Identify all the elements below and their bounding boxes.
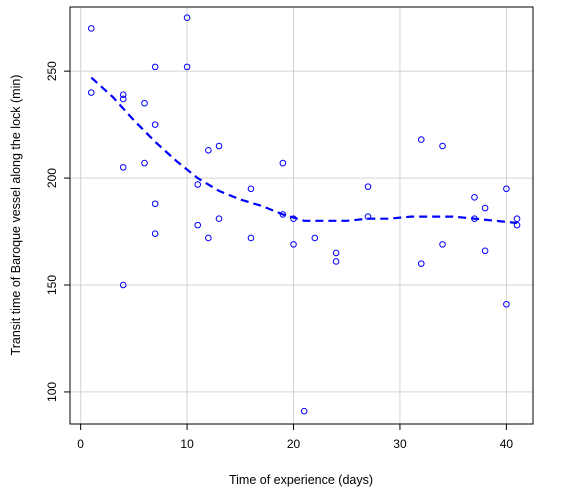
data-point [215,142,223,150]
data-point [279,159,287,167]
data-point [417,260,425,267]
data-point [247,234,255,242]
data-point [87,25,95,32]
data-point [183,14,191,21]
data-point [332,249,340,257]
data-point [513,221,521,229]
data-point [481,204,489,212]
y-axis-label: Transit time of Baroque vessel along the… [9,75,23,356]
data-point [205,146,212,154]
data-point [119,281,127,289]
data-point [311,234,319,242]
data-point [119,91,127,98]
smooth-line-path [90,76,518,225]
grid-lines [70,7,533,424]
y-axis-ticks: 100 150 200 250 [45,61,70,402]
data-point [503,185,510,193]
data-point [364,183,372,190]
data-point [119,164,127,171]
smooth-trend-line [90,76,518,225]
data-point [215,215,223,223]
data-point [141,99,148,107]
data-point [503,300,510,308]
x-tick-label: 10 [180,437,194,451]
data-point [151,200,159,208]
data-point [300,407,308,415]
data-point [151,121,159,128]
data-point [471,194,478,201]
data-point [439,241,446,248]
data-point [279,211,287,218]
data-points [87,14,521,415]
y-tick-label: 200 [45,168,59,188]
x-axis-label: Time of experience (days) [229,473,373,487]
data-point [290,241,297,248]
x-tick-label: 30 [393,437,407,451]
data-point [481,247,489,255]
data-point [439,142,446,150]
y-tick-label: 150 [45,275,59,295]
x-tick-label: 20 [287,437,301,451]
data-point [247,185,255,193]
data-point [471,215,478,223]
data-point [332,258,340,265]
data-point [194,181,202,188]
y-tick-label: 100 [45,382,59,402]
x-tick-label: 40 [500,437,514,451]
data-point [205,234,212,242]
data-point [364,213,372,220]
data-point [194,221,202,229]
data-point [119,95,127,103]
data-point [513,215,521,223]
data-point [151,63,159,71]
data-point [87,89,95,96]
data-point [183,63,191,71]
data-point [151,230,159,237]
data-point [141,159,148,167]
data-point [417,136,425,143]
x-tick-label: 0 [77,437,84,451]
x-axis-ticks: 0 10 20 30 40 [77,424,513,451]
data-point [290,215,297,223]
plot-frame [69,6,534,425]
y-tick-label: 250 [45,61,59,81]
